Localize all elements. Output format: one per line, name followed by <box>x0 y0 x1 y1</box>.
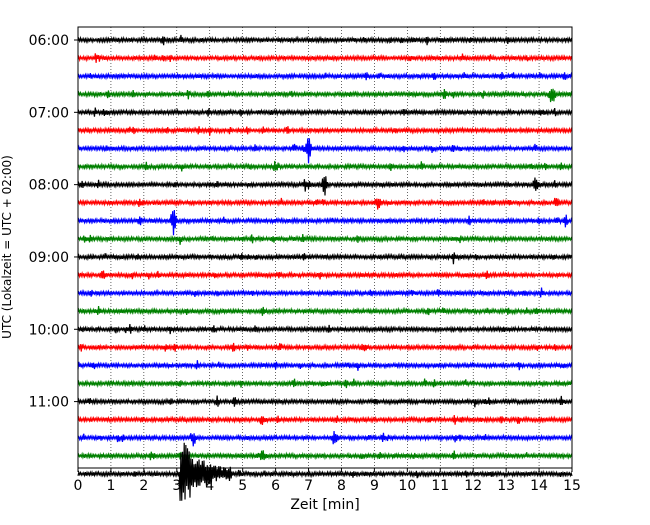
trace-line <box>77 210 573 236</box>
plot-background <box>78 27 572 468</box>
x-tick-label: 14 <box>530 478 548 494</box>
trace-line <box>77 125 573 136</box>
x-tick-label: 7 <box>304 478 313 494</box>
x-tick-label: 0 <box>74 478 83 494</box>
x-tick-label: 15 <box>563 478 581 494</box>
x-tick-label: 9 <box>370 478 379 494</box>
trace-line <box>77 360 573 371</box>
trace-line <box>77 71 573 81</box>
x-tick-label: 12 <box>464 478 482 494</box>
trace-line <box>77 233 573 245</box>
x-axis-label: Zeit [min] <box>290 497 359 513</box>
trace-line <box>77 138 573 164</box>
trace-line <box>77 323 573 335</box>
trace-line <box>77 176 573 196</box>
x-tick-label: 13 <box>497 478 515 494</box>
x-tick-label: 11 <box>431 478 449 494</box>
trace-line <box>77 430 573 447</box>
trace-line <box>77 270 573 280</box>
trace-line <box>77 160 573 172</box>
x-tick-label: 10 <box>398 478 416 494</box>
trace-line <box>77 395 573 408</box>
x-axis-ticks: 0 1 2 3 4 5 6 7 8 9 10 11 12 13 14 15 <box>74 468 581 494</box>
seismic-traces <box>77 34 573 501</box>
trace-line <box>77 378 573 389</box>
trace-line <box>77 107 573 117</box>
plot-frame <box>77 26 573 469</box>
x-tick-label: 2 <box>139 478 148 494</box>
trace-line <box>77 415 573 425</box>
trace-line <box>77 442 573 501</box>
trace-line <box>77 287 573 298</box>
y-tick-label: 11:00 <box>29 395 69 411</box>
y-tick-label: 08:00 <box>29 178 69 194</box>
trace-line <box>77 34 573 46</box>
trace-line <box>77 88 573 103</box>
y-tick-label: 07:00 <box>29 105 69 121</box>
trace-line <box>77 342 573 352</box>
trace-line <box>77 197 573 210</box>
trace-line <box>77 305 573 316</box>
x-tick-label: 8 <box>337 478 346 494</box>
x-tick-label: 5 <box>238 478 247 494</box>
trace-line <box>77 252 573 265</box>
x-tick-label: 4 <box>205 478 214 494</box>
y-axis-label: UTC (Lokalzeit = UTC + 02:00) <box>0 155 14 339</box>
x-tick-label: 1 <box>106 478 115 494</box>
y-tick-label: 10:00 <box>29 322 69 338</box>
x-tick-label: 6 <box>271 478 280 494</box>
trace-line <box>77 53 573 63</box>
y-tick-label: 09:00 <box>29 250 69 266</box>
y-tick-label: 06:00 <box>29 33 69 49</box>
x-tick-label: 3 <box>172 478 181 494</box>
trace-line <box>77 450 573 461</box>
y-axis-ticks: 06:00 07:00 08:00 09:00 10:00 11:00 <box>29 33 78 411</box>
